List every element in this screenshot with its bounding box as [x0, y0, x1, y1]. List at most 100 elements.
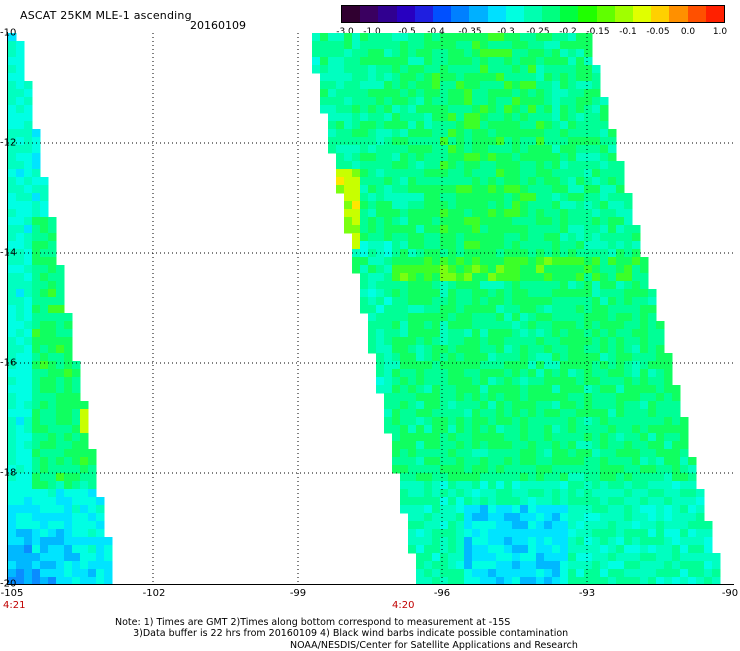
swath-cell [712, 569, 721, 578]
swath-cell [56, 449, 65, 458]
swath-cell [408, 153, 417, 162]
swath-cell [344, 81, 353, 90]
swath-cell [520, 401, 529, 410]
swath-cell [672, 521, 681, 530]
swath-cell [552, 473, 561, 482]
swath-cell [40, 241, 49, 250]
swath-cell [680, 545, 689, 554]
swath-cell [584, 497, 593, 506]
swath-cell [584, 545, 593, 554]
swath-cell [584, 273, 593, 282]
swath-cell [648, 321, 657, 330]
swath-cell [72, 449, 81, 458]
swath-cell [680, 561, 689, 570]
swath-cell [560, 121, 569, 130]
swath-cell [496, 409, 505, 418]
swath-cell [536, 185, 545, 194]
swath-cell [376, 297, 385, 306]
swath-cell [8, 273, 17, 282]
swath-cell [40, 457, 49, 466]
swath-cell [624, 513, 633, 522]
swath-cell [32, 185, 41, 194]
swath-cell [432, 409, 441, 418]
swath-cell [536, 281, 545, 290]
swath-cell [664, 545, 673, 554]
swath-cell [488, 377, 497, 386]
swath-cell [584, 377, 593, 386]
swath-cell [680, 465, 689, 474]
swath-cell [560, 417, 569, 426]
swath-cell [472, 497, 481, 506]
swath-cell [344, 57, 353, 66]
swath-cell [328, 65, 337, 74]
swath-cell [584, 433, 593, 442]
swath-cell [448, 153, 457, 162]
swath-cell [376, 337, 385, 346]
swath-cell [480, 153, 489, 162]
swath-cell [568, 537, 577, 546]
swath-cell [408, 289, 417, 298]
swath-cell [568, 489, 577, 498]
swath-cell [40, 433, 49, 442]
swath-cell [544, 577, 553, 584]
swath-cell [656, 433, 665, 442]
swath-cell [496, 353, 505, 362]
swath-cell [432, 225, 441, 234]
swath-cell [400, 297, 409, 306]
swath-cell [528, 225, 537, 234]
swath-cell [24, 497, 33, 506]
swath-cell [544, 337, 553, 346]
swath-cell [464, 185, 473, 194]
swath-cell [464, 153, 473, 162]
swath-cell [424, 337, 433, 346]
swath-cell [528, 33, 537, 42]
swath-cell [656, 369, 665, 378]
swath-cell [368, 145, 377, 154]
swath-cell [576, 169, 585, 178]
swath-cell [400, 369, 409, 378]
swath-cell [680, 521, 689, 530]
swath-cell [360, 65, 369, 74]
swath-cell [56, 337, 65, 346]
swath-cell [600, 385, 609, 394]
swath-cell [392, 217, 401, 226]
swath-cell [624, 313, 633, 322]
swath-cell [592, 153, 601, 162]
swath-cell [392, 305, 401, 314]
swath-cell [376, 145, 385, 154]
swath-cell [512, 233, 521, 242]
swath-cell [344, 193, 353, 202]
swath-cell [424, 345, 433, 354]
swath-cell [600, 233, 609, 242]
swath-cell [696, 577, 705, 584]
swath-cell [408, 209, 417, 218]
swath-cell [552, 417, 561, 426]
swath-cell [552, 89, 561, 98]
swath-cell [528, 185, 537, 194]
swath-cell [544, 65, 553, 74]
swath-cell [432, 345, 441, 354]
swath-cell [536, 497, 545, 506]
swath-cell [504, 513, 513, 522]
swath-cell [504, 289, 513, 298]
swath-cell [640, 537, 649, 546]
swath-cell [16, 409, 25, 418]
swath-cell [600, 393, 609, 402]
swath-cell [424, 201, 433, 210]
swath-cell [576, 377, 585, 386]
swath-cell [584, 177, 593, 186]
swath-cell [616, 449, 625, 458]
swath-cell [480, 121, 489, 130]
swath-cell [504, 321, 513, 330]
swath-cell [368, 281, 377, 290]
swath-cell [528, 449, 537, 458]
swath-cell [656, 465, 665, 474]
swath-cell [672, 465, 681, 474]
swath-cell [528, 337, 537, 346]
swath-cell [56, 569, 65, 578]
swath-cell [472, 305, 481, 314]
swath-cell [40, 353, 49, 362]
swath-cell [608, 417, 617, 426]
lon-tick-label: -105 [0, 588, 24, 599]
swath-cell [512, 521, 521, 530]
